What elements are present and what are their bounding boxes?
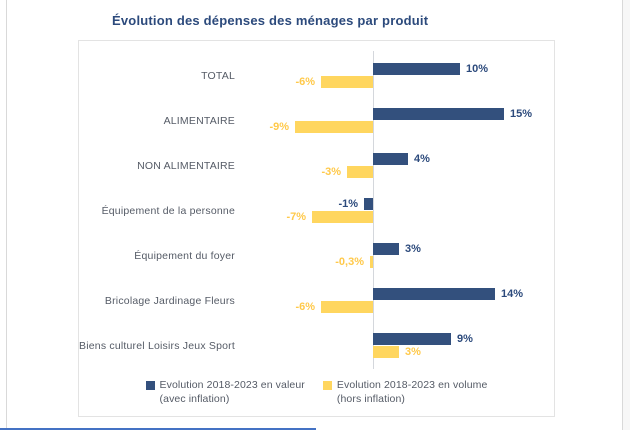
left-frame-line bbox=[6, 0, 7, 430]
category-label: Équipement de la personne bbox=[101, 205, 235, 217]
legend-entry-volume: Evolution 2018-2023 en volume (hors infla… bbox=[322, 379, 488, 406]
bar-value-label: -7% bbox=[286, 211, 306, 223]
plot-area: TOTAL 10% -6% ALIMENTAIRE 15% -9% NON ALIMENTA… bbox=[79, 41, 554, 416]
value-bar-volume bbox=[295, 121, 373, 133]
bar-value-label: -3% bbox=[321, 166, 341, 178]
value-bar-valeur bbox=[373, 63, 460, 75]
value-bar-volume bbox=[321, 301, 373, 313]
bar-value-label: 10% bbox=[466, 63, 489, 75]
category-label: NON ALIMENTAIRE bbox=[137, 160, 235, 172]
bar-value-label: 3% bbox=[405, 346, 421, 358]
value-bar-volume bbox=[370, 256, 373, 268]
right-frame-strip bbox=[623, 0, 630, 430]
value-bar-valeur bbox=[373, 243, 399, 255]
legend-label: Evolution 2018-2023 en volume (hors infla… bbox=[336, 379, 488, 405]
legend-label: Evolution 2018-2023 en valeur (avec infla… bbox=[159, 379, 305, 405]
bar-value-label: -6% bbox=[295, 76, 315, 88]
value-bar-valeur bbox=[373, 153, 408, 165]
bar-value-label: 9% bbox=[457, 333, 473, 345]
zero-axis-line bbox=[373, 51, 374, 369]
value-bar-volume bbox=[373, 346, 399, 358]
category-label: Équipement du foyer bbox=[134, 250, 235, 262]
bar-value-label: 4% bbox=[414, 153, 430, 165]
bar-value-label: -1% bbox=[338, 198, 358, 210]
bar-value-label: -0,3% bbox=[335, 256, 364, 268]
bar-value-label: 14% bbox=[501, 288, 524, 300]
bar-value-label: -6% bbox=[295, 301, 315, 313]
value-bar-volume bbox=[321, 76, 373, 88]
category-label: Biens culturel Loisirs Jeux Sport bbox=[79, 340, 235, 352]
value-bar-volume bbox=[312, 211, 373, 223]
bottom-accent-line bbox=[0, 428, 316, 430]
category-label: ALIMENTAIRE bbox=[163, 115, 235, 127]
chart-title: Évolution des dépenses des ménages par p… bbox=[112, 13, 429, 28]
bar-value-label: -9% bbox=[269, 121, 289, 133]
value-bar-valeur bbox=[364, 198, 373, 210]
legend-swatch-icon bbox=[145, 381, 155, 390]
bar-value-label: 3% bbox=[405, 243, 421, 255]
value-bar-valeur bbox=[373, 288, 495, 300]
bar-value-label: 15% bbox=[510, 108, 533, 120]
right-frame-line bbox=[622, 0, 623, 430]
legend-entry-valeur: Evolution 2018-2023 en valeur (avec infla… bbox=[145, 379, 305, 406]
category-label: TOTAL bbox=[201, 70, 235, 82]
category-label: Bricolage Jardinage Fleurs bbox=[104, 295, 235, 307]
value-bar-valeur bbox=[373, 108, 504, 120]
chart-card: TOTAL 10% -6% ALIMENTAIRE 15% -9% NON ALIMENTA… bbox=[78, 40, 555, 417]
value-bar-volume bbox=[347, 166, 373, 178]
legend-swatch-icon bbox=[322, 381, 332, 390]
value-bar-valeur bbox=[373, 333, 451, 345]
chart-legend: Evolution 2018-2023 en valeur (avec infla… bbox=[79, 379, 554, 406]
